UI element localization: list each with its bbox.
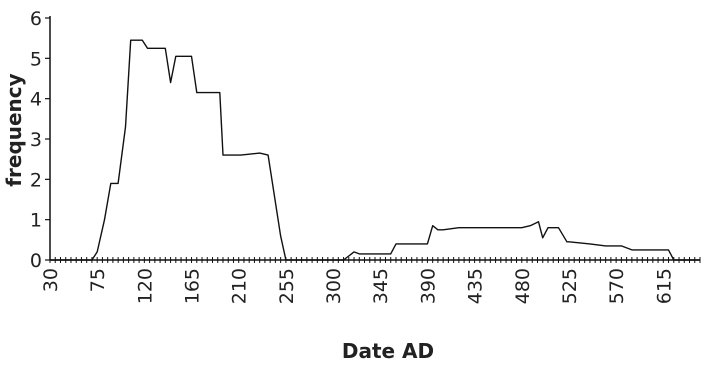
x-tick-label: 390 <box>417 268 439 304</box>
axis-ticks <box>45 17 701 263</box>
y-tick-label: 2 <box>30 169 42 191</box>
x-tick-label: 480 <box>512 268 534 304</box>
x-tick-label: 300 <box>323 268 345 304</box>
x-tick-label: 255 <box>276 268 298 304</box>
x-tick-label: 30 <box>40 268 62 292</box>
y-axis-title: frequency <box>2 73 26 186</box>
x-tick-label: 570 <box>606 268 628 304</box>
x-tick-label: 435 <box>465 268 487 304</box>
x-tick-label: 525 <box>559 268 581 304</box>
y-tick-label: 3 <box>30 129 42 151</box>
y-tick-label: 5 <box>30 48 42 70</box>
x-tick-label: 120 <box>134 268 156 304</box>
x-tick-label: 345 <box>370 268 392 304</box>
y-tick-label: 6 <box>30 8 42 30</box>
y-tick-label: 4 <box>30 89 42 111</box>
x-tick-label: 165 <box>182 268 204 304</box>
x-tick-label: 75 <box>87 268 109 292</box>
x-tick-label: 615 <box>653 268 675 304</box>
series-line <box>50 39 700 261</box>
x-axis-title: Date AD <box>342 339 434 363</box>
x-tick-label: 210 <box>229 268 251 304</box>
y-tick-label: 0 <box>30 250 42 272</box>
y-tick-label: 1 <box>30 210 42 232</box>
